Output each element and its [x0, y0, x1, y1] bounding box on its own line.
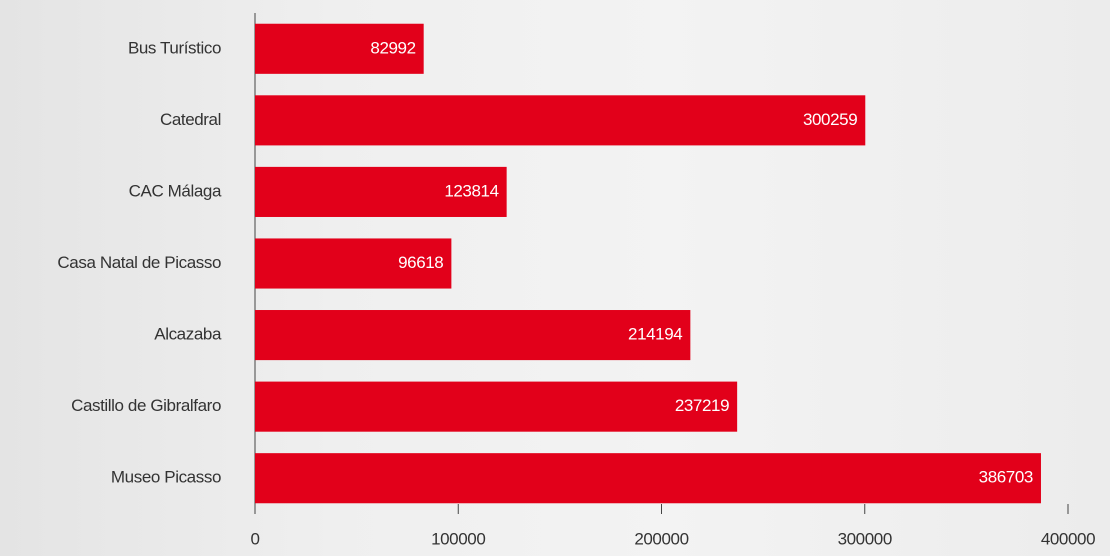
x-tick-label: 200000: [634, 529, 688, 548]
y-tick-label: Catedral: [160, 110, 221, 129]
bar: [255, 453, 1041, 504]
y-tick-label: Castillo de Gibralfaro: [71, 396, 221, 415]
x-tick-label: 300000: [838, 529, 892, 548]
value-label: 82992: [370, 38, 415, 57]
x-tick-label: 400000: [1041, 529, 1095, 548]
x-tick-label: 0: [250, 529, 259, 548]
value-label: 96618: [398, 253, 443, 272]
value-label: 123814: [444, 181, 498, 200]
bar: [255, 95, 866, 146]
value-label: 300259: [803, 110, 857, 129]
y-tick-label: Museo Picasso: [111, 468, 221, 487]
y-tick-label: Alcazaba: [154, 325, 222, 344]
y-tick-label: Casa Natal de Picasso: [57, 253, 221, 272]
bar: [255, 310, 691, 361]
y-tick-label: Bus Turístico: [128, 38, 221, 57]
bar: [255, 238, 452, 289]
y-tick-label: CAC Málaga: [129, 181, 222, 200]
bar: [255, 166, 507, 217]
x-tick-label: 100000: [431, 529, 485, 548]
value-label: 237219: [675, 396, 729, 415]
value-label: 214194: [628, 325, 682, 344]
bar: [255, 23, 424, 74]
value-label: 386703: [979, 468, 1033, 487]
bar: [255, 381, 738, 432]
